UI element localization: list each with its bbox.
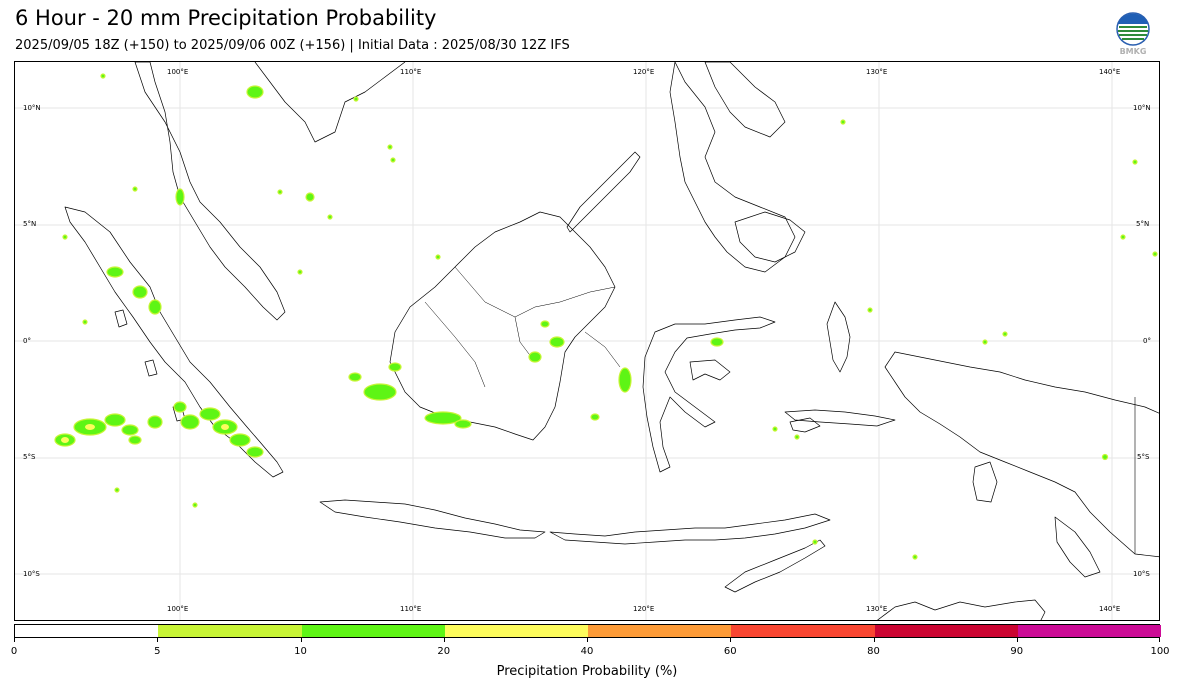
colorbar-title: Precipitation Probability (%) — [496, 664, 678, 679]
sulawesi-se-arm — [689, 359, 731, 381]
mindanao-coast — [734, 211, 806, 263]
lon-label-top-120: 120°E — [633, 68, 655, 76]
seram-coast — [784, 409, 896, 427]
lon-label-bottom-120: 120°E — [633, 605, 655, 613]
colorbar-tick-mark — [1016, 638, 1018, 642]
luzon-coast — [704, 62, 786, 138]
lat-label-left-10s: 10°S — [23, 570, 40, 578]
colorbar-tick-label: 80 — [867, 646, 880, 657]
colorbar-segment — [731, 625, 875, 637]
lon-label-bottom-140: 140°E — [1099, 605, 1121, 613]
colorbar-tick-mark — [1159, 638, 1160, 642]
colorbar-tick-label: 0 — [10, 646, 18, 657]
colorbar-tick-label: 90 — [1010, 646, 1024, 657]
colorbar-segment — [15, 625, 159, 637]
colorbar — [14, 624, 1161, 638]
colorbar-tick-mark — [300, 638, 302, 642]
lesser-sunda-coast — [549, 513, 831, 545]
colorbar-tick-mark — [730, 638, 732, 642]
aru-islands-coast — [972, 461, 998, 503]
colorbar-segment — [588, 625, 732, 637]
lon-label-bottom-100: 100°E — [167, 605, 189, 613]
colorbar-tick-mark — [587, 638, 588, 642]
country-borders — [424, 266, 621, 388]
lat-label-left-10n: 10°N — [23, 104, 41, 112]
lat-label-left-5s: 5°S — [23, 453, 36, 461]
lat-label-left-5n: 5°N — [23, 220, 37, 228]
map-subtitle: 2025/09/05 18Z (+150) to 2025/09/06 00Z … — [15, 38, 570, 53]
philippines-coast — [669, 62, 796, 273]
lon-label-top-100: 100°E — [167, 68, 189, 76]
sumatra-coast — [64, 206, 284, 478]
colorbar-segment — [444, 625, 588, 637]
lon-label-top-130: 130°E — [866, 68, 888, 76]
colorbar-segment — [158, 625, 302, 637]
lon-label-bottom-110: 110°E — [400, 605, 422, 613]
buru-coast — [789, 417, 821, 433]
colorbar-tick-label: 60 — [723, 646, 737, 657]
australia-coast — [877, 599, 1046, 620]
lat-label-right-5s: 5°S — [1137, 453, 1150, 461]
map-title: 6 Hour - 20 mm Precipitation Probability — [15, 6, 437, 30]
lon-label-top-140: 140°E — [1099, 68, 1121, 76]
map-gridlines — [15, 62, 1159, 620]
colorbar-segment — [874, 625, 1018, 637]
java-coast — [319, 499, 546, 539]
halmahera-coast — [826, 301, 851, 373]
precipitation-areas — [54, 73, 1158, 560]
colorbar-tick-label: 100 — [1150, 646, 1170, 657]
map-canvas — [15, 62, 1159, 620]
indochina-coast — [254, 62, 406, 143]
lon-label-bottom-130: 130°E — [866, 605, 888, 613]
lat-label-right-5n: 5°N — [1136, 220, 1150, 228]
logo-text: BMKG — [1120, 47, 1147, 56]
lat-label-right-0: 0° — [1143, 337, 1151, 345]
lat-label-right-10n: 10°N — [1133, 104, 1151, 112]
bmkg-logo: BMKG — [1115, 12, 1151, 56]
colorbar-segment — [1017, 625, 1161, 637]
colorbar-tick-label: 10 — [294, 646, 307, 657]
lat-label-left-0: 0° — [23, 337, 31, 345]
colorbar-tick-mark — [157, 638, 159, 642]
new-guinea-coast — [884, 351, 1159, 558]
lon-label-top-110: 110°E — [400, 68, 422, 76]
timor-coast — [724, 539, 826, 593]
borneo-coast — [389, 211, 616, 441]
colorbar-tick-label: 40 — [580, 646, 594, 657]
colorbar-tick-mark — [14, 638, 15, 642]
precipitation-map[interactable]: 100°E 110°E 120°E 130°E 140°E 100°E 110°… — [14, 61, 1160, 621]
colorbar-tick-label: 20 — [437, 646, 451, 657]
colorbar-segment — [301, 625, 445, 637]
colorbar-tick-mark — [443, 638, 445, 642]
palawan-coast — [566, 151, 641, 233]
colorbar-tick-mark — [873, 638, 875, 642]
malay-peninsula-coast — [134, 62, 286, 321]
sulawesi-coast — [642, 316, 776, 473]
lat-label-right-10s: 10°S — [1133, 570, 1150, 578]
precipitation-core — [61, 424, 229, 443]
colorbar-tick-label: 5 — [154, 646, 161, 657]
png-south-coast — [1054, 516, 1101, 578]
